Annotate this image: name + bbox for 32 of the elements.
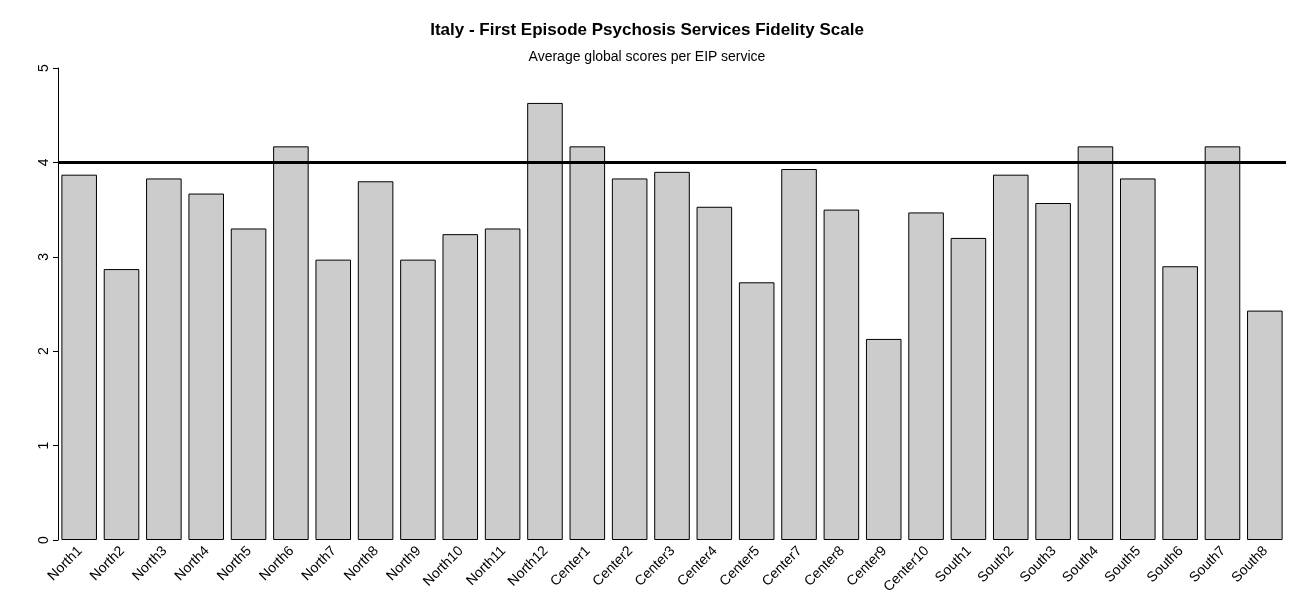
bar: [230, 228, 267, 540]
chart-title: Italy - First Episode Psychosis Services Fidelity Scale: [430, 20, 864, 39]
bar: [484, 228, 521, 540]
bar: [1035, 202, 1071, 540]
bar: [654, 171, 690, 540]
bar: [950, 237, 987, 540]
bar: [61, 174, 97, 540]
y-tick-label: 5: [35, 63, 51, 72]
y-tick-label: 0: [35, 535, 51, 544]
bar: [738, 282, 775, 540]
y-tick-label: 4: [35, 158, 51, 167]
bar: [908, 212, 944, 540]
bar: [357, 181, 394, 540]
bar: [188, 193, 224, 540]
bar: [442, 234, 479, 540]
bar: [315, 259, 352, 540]
bar: [1162, 266, 1198, 540]
bar: [696, 206, 733, 540]
bar: [1247, 310, 1283, 540]
bar: [781, 169, 817, 540]
bar: [823, 209, 860, 540]
bar: [400, 259, 436, 540]
bar: [103, 269, 140, 540]
bar: [1120, 178, 1156, 540]
bar: [611, 178, 648, 540]
y-tick-label: 3: [35, 252, 51, 261]
chart-subtitle: Average global scores per EIP service: [528, 48, 766, 64]
bar: [146, 178, 182, 540]
y-tick-label: 2: [35, 347, 51, 356]
bar: [992, 174, 1029, 540]
y-tick-label: 1: [35, 441, 51, 450]
bar: [865, 338, 902, 540]
